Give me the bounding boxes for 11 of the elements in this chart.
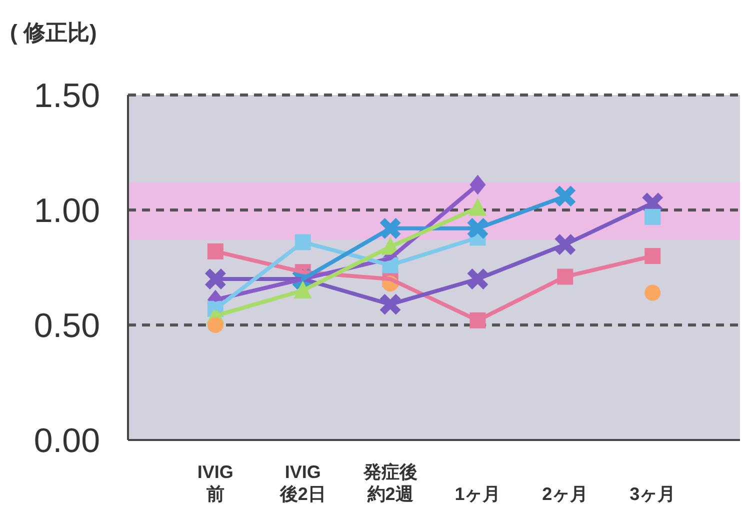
x-tick-label: 3ヶ月 [630,484,676,504]
y-axis-title: ( 修正比) [10,20,97,45]
y-tick-label: 1.00 [34,192,100,230]
x-tick-label: 2ヶ月 [542,484,588,504]
x-tick-label: 1ヶ月 [454,484,501,504]
y-tick-label: 0.00 [34,422,100,460]
x-tick-label: IVIG 後2日 [278,462,326,504]
x-tick-label: IVIG 前 [197,462,234,504]
y-tick-label: 1.50 [34,77,100,115]
x-tick-label: 発症後約2週 [362,462,418,504]
y-tick-label: 0.50 [34,307,100,345]
